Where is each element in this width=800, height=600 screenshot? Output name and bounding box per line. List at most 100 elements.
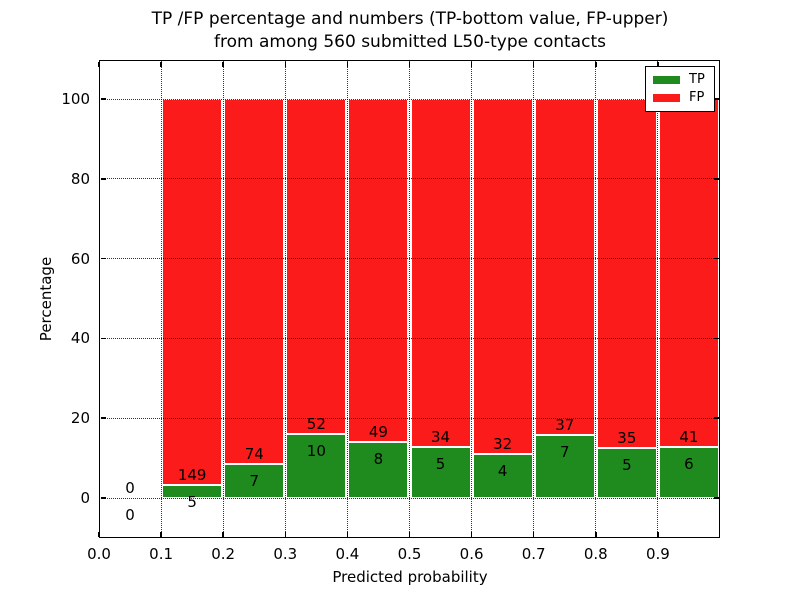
bar-tp-segment [658,447,719,498]
x-tick-label: 0.2 [211,545,236,563]
y-tick-mark-right [713,337,719,340]
x-tick-label: 0.8 [583,545,608,563]
tp-count-label: 6 [684,455,694,474]
x-gridline [222,60,224,538]
x-tick-mark-top [532,61,535,67]
y-tick-mark-right [713,178,719,180]
tp-count-label: 5 [622,456,632,475]
y-tick-mark [100,337,106,340]
x-tick-label: 0.4 [335,545,360,563]
tp-count-label: 0 [125,506,135,524]
legend-entry-tp: TP [653,73,707,87]
y-tick-mark [100,417,106,419]
x-tick-mark [532,531,535,537]
x-tick-mark [222,531,224,537]
x-tick-label: 0.1 [149,545,174,563]
y-tick-label: 100 [61,90,90,108]
bar-fp-segment [410,99,471,447]
fp-swatch-icon [653,94,680,102]
x-tick-mark-top [98,61,100,67]
bar-tp-segment [596,448,657,498]
x-axis-label: Predicted probability [332,568,488,586]
x-tick-mark [160,531,162,537]
bar-tp-segment [472,453,533,498]
chart-title-line-2: from among 560 submitted L50-type contac… [214,32,606,52]
x-tick-mark [408,531,411,537]
bar-tp-segment [286,433,347,498]
bar-fp-segment [472,99,533,454]
x-tick-mark [595,531,597,537]
x-tick-label: 0.6 [459,545,484,563]
y-tick-mark-right [713,257,719,260]
y-tick-label: 20 [70,409,90,428]
bar-fp-segment [224,99,285,464]
x-tick-mark-top [470,61,473,67]
fp-count-label: 34 [431,427,451,446]
fp-count-label: 41 [679,428,699,447]
fp-count-label: 74 [244,444,264,463]
fp-count-label: 0 [125,479,135,497]
x-tick-mark-top [284,61,287,67]
tp-swatch-icon [653,76,680,84]
bar-tp-segment [534,434,595,498]
legend: TP FP [645,66,715,112]
x-gridline [409,60,410,538]
y-tick-mark-right [713,497,719,499]
fp-count-label: 149 [177,466,207,485]
tp-count-label: 5 [187,493,197,512]
bar-fp-segment [658,99,719,448]
bar-fp-segment [286,99,347,434]
bar-fp-segment [596,99,657,449]
y-tick-mark [100,98,106,100]
x-tick-label: 0.7 [521,545,546,563]
bar-tp-segment [162,485,223,498]
fp-count-label: 32 [493,434,513,453]
x-tick-mark-top [222,61,224,67]
bar-fp-segment [348,99,409,442]
x-tick-label: 0.3 [273,545,298,563]
x-tick-mark [346,531,349,537]
x-tick-mark [657,531,659,537]
x-tick-label: 0.0 [87,545,111,563]
x-tick-mark-top [595,61,597,67]
y-tick-mark-right [713,417,719,419]
legend-label-fp: FP [689,90,705,105]
fp-count-label: 49 [368,423,388,441]
x-gridline [284,60,286,538]
x-tick-mark [470,531,473,537]
x-tick-label: 0.9 [645,545,670,563]
x-gridline [533,60,535,538]
y-tick-label: 80 [70,169,90,188]
tp-count-label: 7 [249,471,260,490]
x-tick-mark-top [160,61,162,67]
y-tick-mark [100,178,106,180]
x-tick-mark-top [346,61,349,67]
y-tick-mark [100,497,106,499]
tp-count-label: 4 [497,461,508,480]
x-gridline [346,60,348,538]
x-gridline [160,60,162,538]
legend-label-tp: TP [689,72,705,87]
bar-fp-segment [162,99,223,486]
y-tick-label: 0 [80,489,90,507]
x-tick-mark [98,531,100,537]
bar-tp-segment [224,463,285,498]
bar-tp-segment [410,446,471,498]
legend-entry-fp: FP [653,91,707,105]
fp-count-label: 52 [306,414,326,433]
x-tick-mark [284,531,287,537]
tp-count-label: 7 [559,442,570,461]
x-gridline [595,60,597,538]
tp-count-label: 10 [306,441,326,460]
x-gridline [657,60,659,538]
chart-title-line-1: TP /FP percentage and numbers (TP-bottom… [151,9,669,29]
x-gridline [471,60,473,538]
y-tick-label: 60 [70,249,90,268]
tp-count-label: 8 [373,450,384,468]
y-tick-label: 40 [70,329,90,348]
y-tick-mark [100,257,106,260]
y-tick-mark-right [713,98,719,100]
bar-fp-segment [534,99,595,435]
x-tick-label: 0.5 [397,545,422,563]
